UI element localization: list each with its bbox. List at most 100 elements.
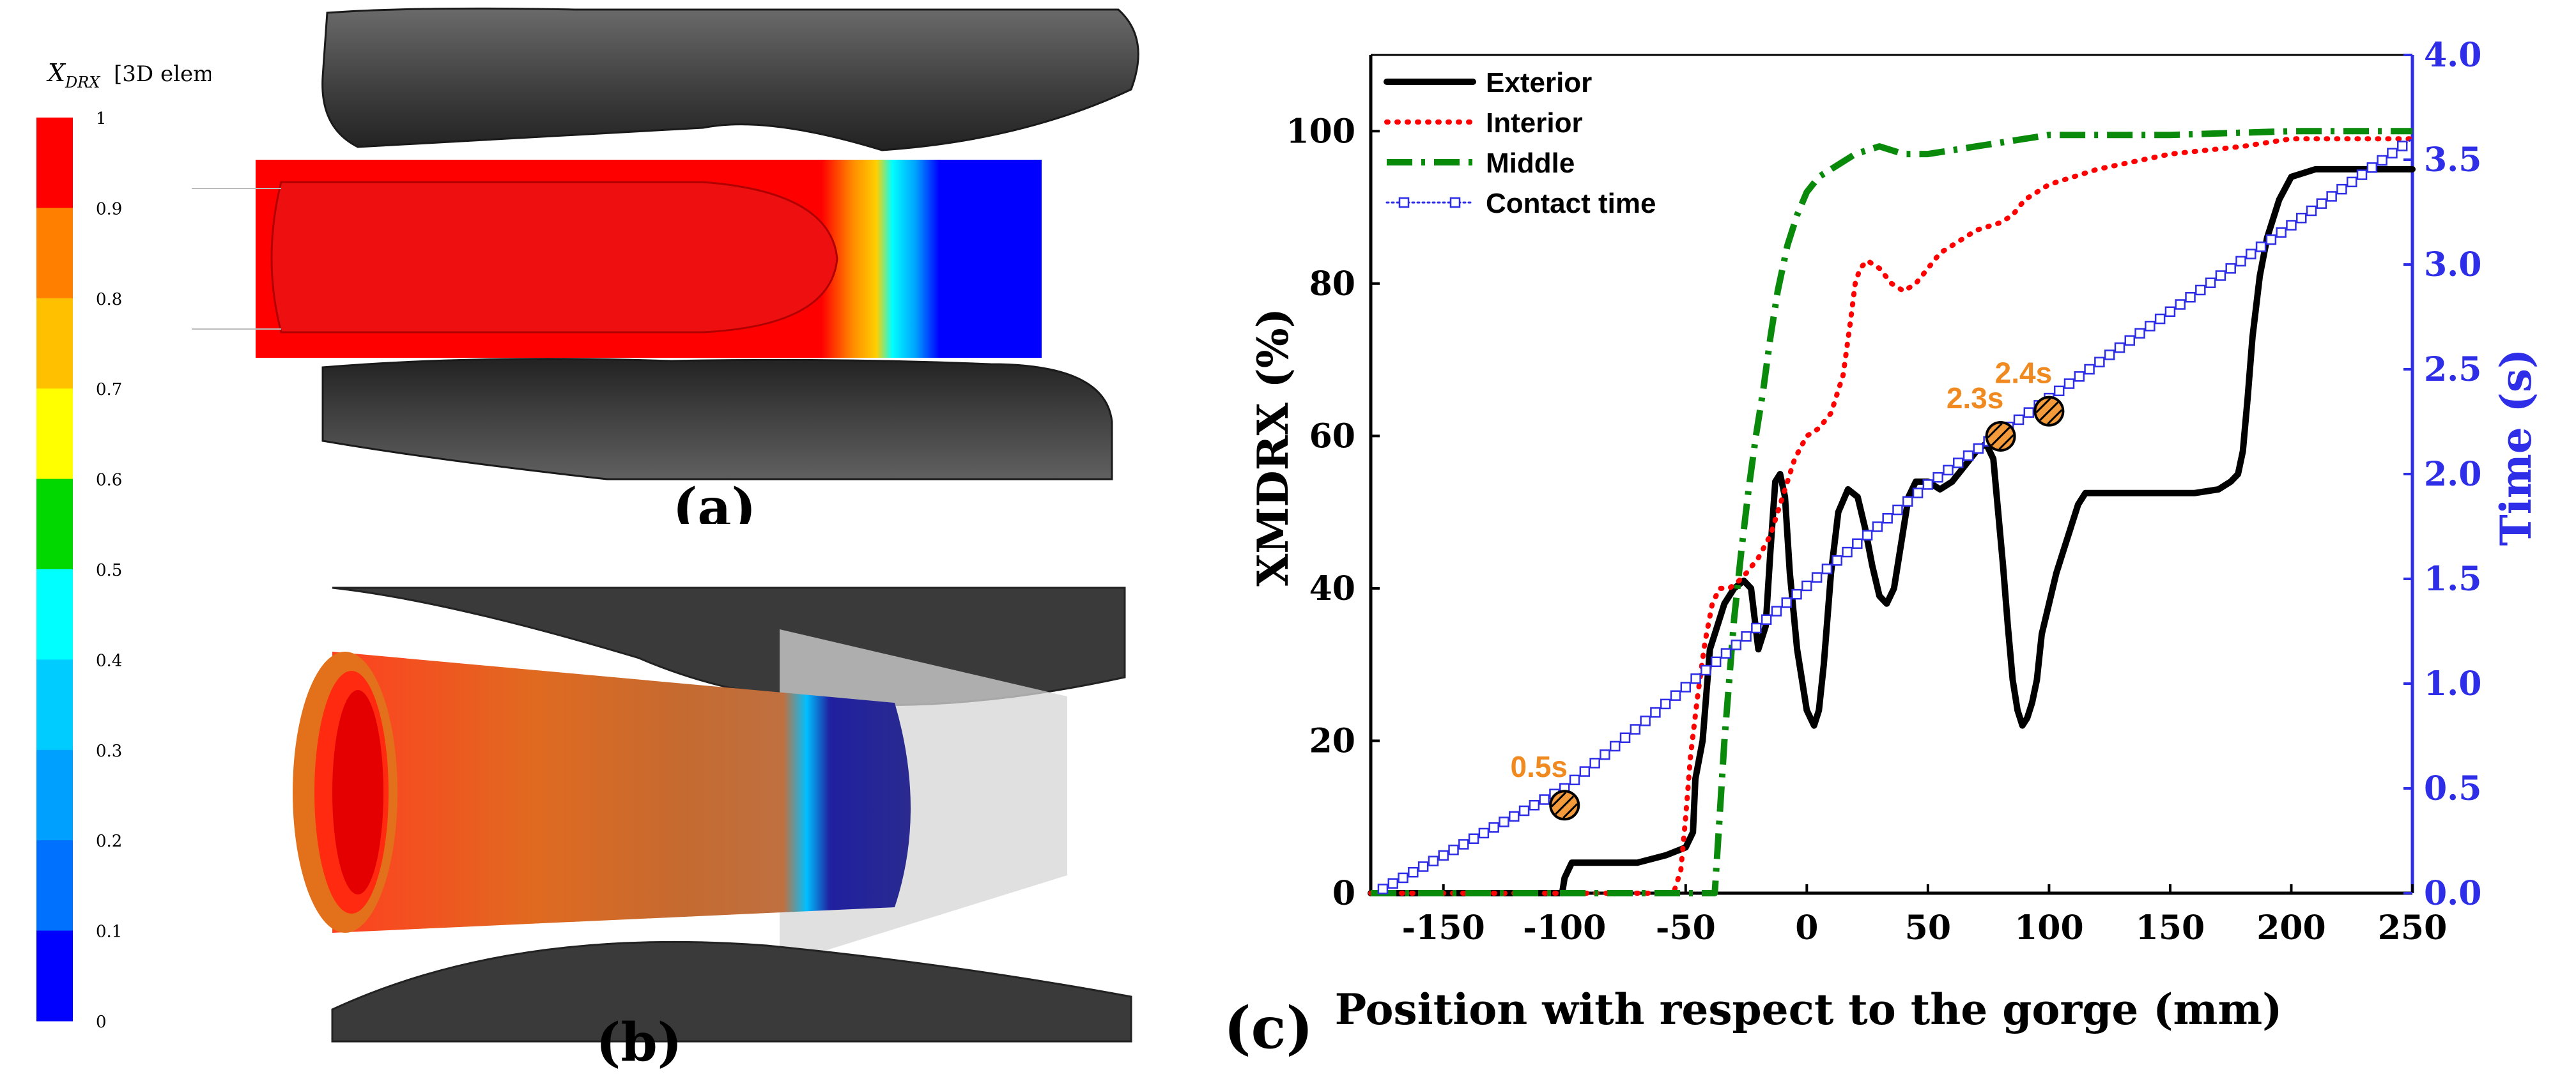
contact-time-marker	[1428, 855, 1439, 866]
contact-time-marker	[1842, 546, 1853, 558]
contact-time-marker	[2316, 198, 2327, 209]
y2-tick-label: 4.0	[2424, 36, 2481, 75]
series-interior	[1368, 136, 2415, 896]
annotation-hatch	[1991, 426, 2010, 447]
contact-time-marker	[1488, 822, 1499, 833]
colorbar-segment	[36, 840, 73, 932]
contact-time-marker	[1438, 850, 1449, 861]
colorbar-title-suffix: [3D element]	[114, 61, 211, 87]
contact-time-marker	[2377, 155, 2387, 166]
contact-time-marker	[1791, 588, 1802, 600]
contact-time-marker	[1701, 664, 1711, 676]
contact-time-marker	[2336, 183, 2347, 195]
annotation-label: 0.5s	[1510, 750, 1568, 783]
x-tick-label: -50	[1656, 909, 1716, 947]
contact-time-marker	[1478, 827, 1490, 839]
contact-time-marker	[1862, 530, 1873, 541]
contact-time-marker	[1690, 673, 1701, 684]
lower-roll	[321, 358, 1113, 480]
workpiece-tube-b	[332, 652, 911, 933]
contact-time-marker	[1509, 811, 1520, 822]
contact-time-marker	[1902, 496, 1913, 507]
contact-time-marker	[2063, 378, 2075, 389]
contact-time-marker	[1408, 866, 1419, 878]
contact-time-marker	[1771, 606, 1782, 617]
colorbar-tick-label: 0.8	[96, 290, 122, 309]
x-tick-label: 200	[2256, 909, 2326, 947]
annotation-hatch	[2047, 409, 2063, 425]
contact-time-marker	[1448, 844, 1459, 855]
colorbar-tick-label: 0	[96, 1013, 107, 1032]
x-tick-label: 250	[2378, 909, 2448, 947]
colorbar-tick-label: 1	[96, 109, 107, 128]
y-tick-label: 100	[1286, 112, 1355, 151]
panel-label-a: (a)	[673, 477, 757, 524]
contact-time-marker	[1912, 487, 1924, 498]
annotation-label: 2.3s	[1947, 381, 2004, 415]
contact-time-marker	[1761, 614, 1772, 625]
y-tick-label: 0	[1332, 874, 1355, 913]
x-tick-label: 50	[1905, 909, 1951, 947]
y-tick-label: 20	[1309, 721, 1355, 760]
panel-a-render: (a)	[192, 7, 1139, 524]
annotation-hatch	[2039, 401, 2059, 421]
contact-time-marker	[1609, 740, 1621, 752]
contact-time-marker	[2215, 270, 2226, 281]
contact-time-marker	[1398, 872, 1408, 884]
contact-time-marker	[2255, 242, 2267, 252]
colorbar-segment	[36, 208, 73, 299]
contact-time-marker	[1741, 631, 1752, 642]
contact-time-marker	[1821, 564, 1833, 574]
y-tick-label: 40	[1309, 569, 1355, 608]
series-exterior	[1368, 165, 2416, 896]
colorbar-tick-label: 0.6	[96, 471, 122, 490]
contact-time-marker	[1952, 457, 1964, 468]
contact-time-marker	[1600, 749, 1610, 760]
contact-time-marker	[1731, 640, 1742, 650]
contact-time-marker	[1377, 884, 1389, 894]
contact-time-marker	[2084, 364, 2095, 375]
contact-time-marker	[1650, 707, 1661, 718]
legend-label: Middle	[1486, 148, 1575, 179]
panel-label-b: (b)	[596, 1012, 683, 1073]
colorbar-segment	[36, 569, 73, 660]
x-tick-label: 150	[2136, 909, 2205, 947]
contact-time-marker	[1892, 504, 1903, 516]
colorbar-title-subscript: DRX	[65, 73, 100, 91]
colorbar-tick-label: 0.3	[96, 742, 122, 761]
contact-time-marker	[1619, 732, 1631, 743]
annotation-hatch	[1555, 795, 1575, 815]
x-axis-label: Position with respect to the gorge (mm)	[1335, 985, 2283, 1034]
contact-time-marker	[1458, 839, 1469, 850]
contact-time-marker	[2387, 148, 2398, 158]
colorbar-segment	[36, 118, 73, 208]
contact-time-marker	[2356, 169, 2368, 180]
colorbar-segment	[36, 298, 73, 389]
contact-time-marker	[2306, 205, 2317, 217]
contact-time-marker	[2145, 321, 2156, 332]
legend-label: Contact time	[1486, 188, 1656, 219]
colorbar: X DRX [3D element] 1 0.9 0.8 0.7 0.6 0.5 0.4 0.…	[36, 59, 211, 1032]
contact-time-marker	[1710, 656, 1722, 668]
annotation-hatch	[1998, 434, 2014, 450]
colorbar-title-symbol: X	[46, 59, 66, 87]
colorbar-segment	[36, 930, 73, 1022]
contact-time-marker	[1832, 555, 1842, 566]
contact-time-marker	[2124, 335, 2136, 346]
colorbar-segment	[36, 388, 73, 480]
colorbar-tick-label: 0.7	[96, 380, 122, 399]
y-axis-label: XMDRX (%)	[1248, 308, 1298, 587]
contact-time-marker	[1932, 472, 1943, 483]
inner-bore-a	[270, 181, 838, 334]
colorbar-tick-label: 0.2	[96, 832, 122, 851]
contact-time-marker	[1751, 622, 1762, 634]
contact-time-marker	[1589, 758, 1600, 769]
contact-time-marker	[1720, 648, 1732, 659]
contact-time-marker	[2134, 328, 2145, 339]
contact-time-marker	[2366, 162, 2378, 173]
legend-marker	[1398, 197, 1410, 208]
contact-time-marker	[2104, 349, 2115, 360]
contact-time-marker	[2185, 292, 2196, 303]
contact-time-marker	[1922, 479, 1934, 490]
y2-tick-label: 3.0	[2424, 245, 2481, 284]
